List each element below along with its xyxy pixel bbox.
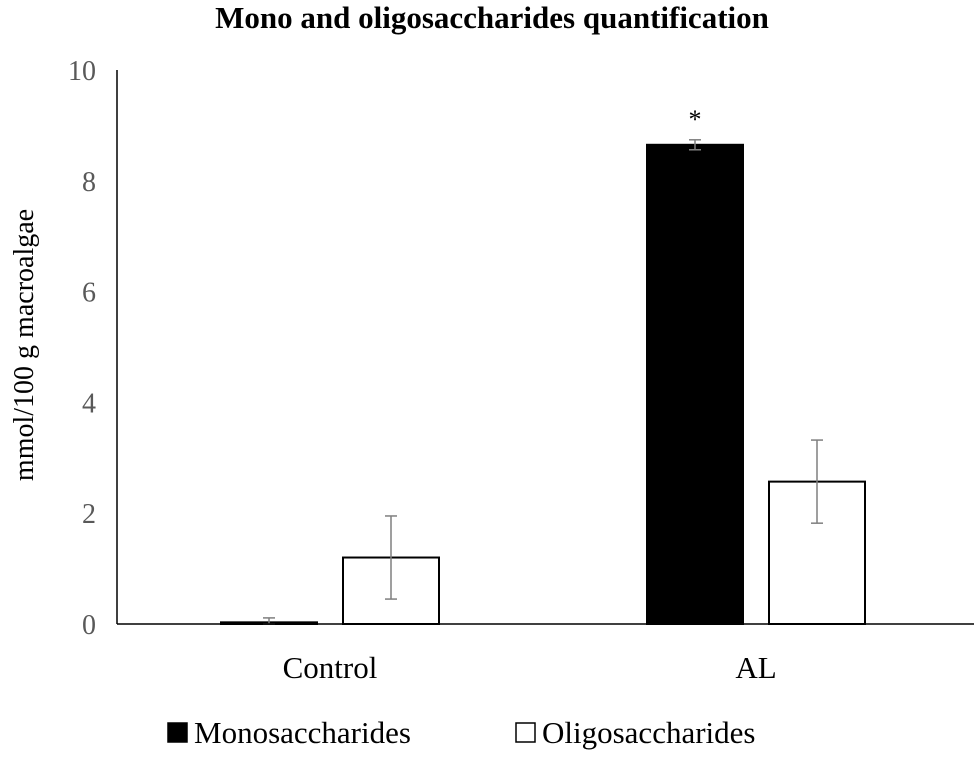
y-tick-label: 2 [82,499,96,530]
legend-swatch-oligosaccharides [515,722,536,743]
x-category-label: AL [735,650,776,685]
legend-label: Monosaccharides [194,715,411,750]
legend-label: Oligosaccharides [542,715,755,750]
legend: Monosaccharides Oligosaccharides [167,715,755,750]
legend-swatch-monosaccharides [167,722,188,743]
y-tick-label: 8 [82,167,96,198]
annotations: * [689,105,702,134]
bar-monosaccharides-al [646,143,744,625]
y-axis-label: mmol/100 g macroalgae [9,209,40,481]
y-tick-label: 6 [82,278,96,309]
y-tick-label: 10 [68,56,96,87]
y-tick-label: 4 [82,388,96,419]
x-category-label: Control [283,650,378,685]
y-axis-ticks: 0 2 4 6 8 10 [68,56,96,641]
x-axis-categories: Control AL [283,650,777,685]
chart-title: Mono and oligosaccharides quantification [215,0,769,35]
y-tick-label: 0 [82,610,96,641]
significance-marker: * [689,105,702,134]
bars [220,143,866,626]
